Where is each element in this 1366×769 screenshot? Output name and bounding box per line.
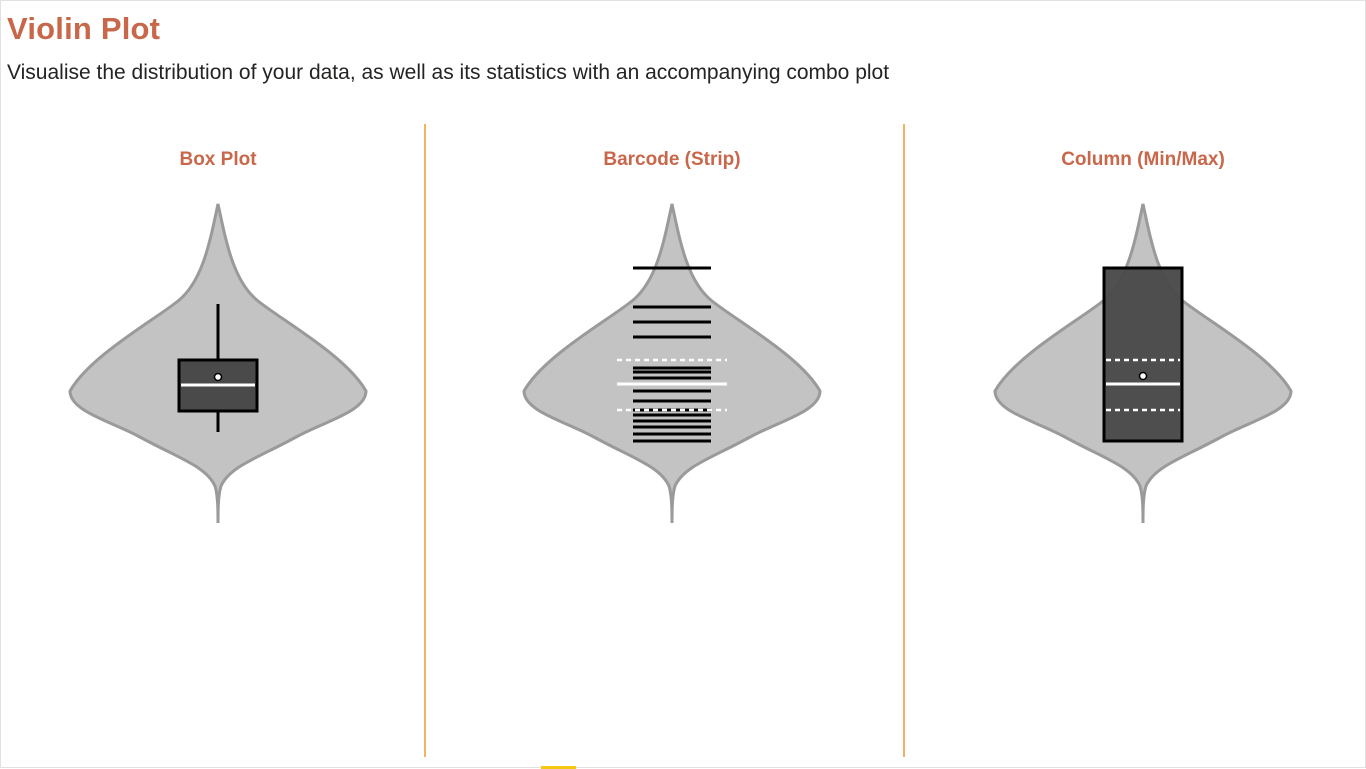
box-plot-title: Box Plot	[179, 149, 257, 170]
panel-divider-1	[424, 124, 426, 757]
page-title: Violin Plot	[7, 11, 161, 46]
barcode-plot-visual[interactable]	[512, 196, 832, 536]
panel-divider-2	[903, 124, 905, 757]
violin-shape	[522, 203, 822, 524]
box-mean-marker	[213, 372, 223, 382]
page-subtitle: Visualise the distribution of your data,…	[7, 61, 890, 84]
column-min-max-bar	[1102, 266, 1184, 443]
barcode-plot-title: Barcode (Strip)	[603, 149, 741, 170]
barcode-strip-lines	[633, 266, 711, 443]
column-mean-marker	[1138, 371, 1148, 381]
box-plot-visual[interactable]	[58, 196, 378, 536]
column-plot-title: Column (Min/Max)	[1061, 149, 1225, 170]
column-plot-visual[interactable]	[983, 196, 1303, 536]
